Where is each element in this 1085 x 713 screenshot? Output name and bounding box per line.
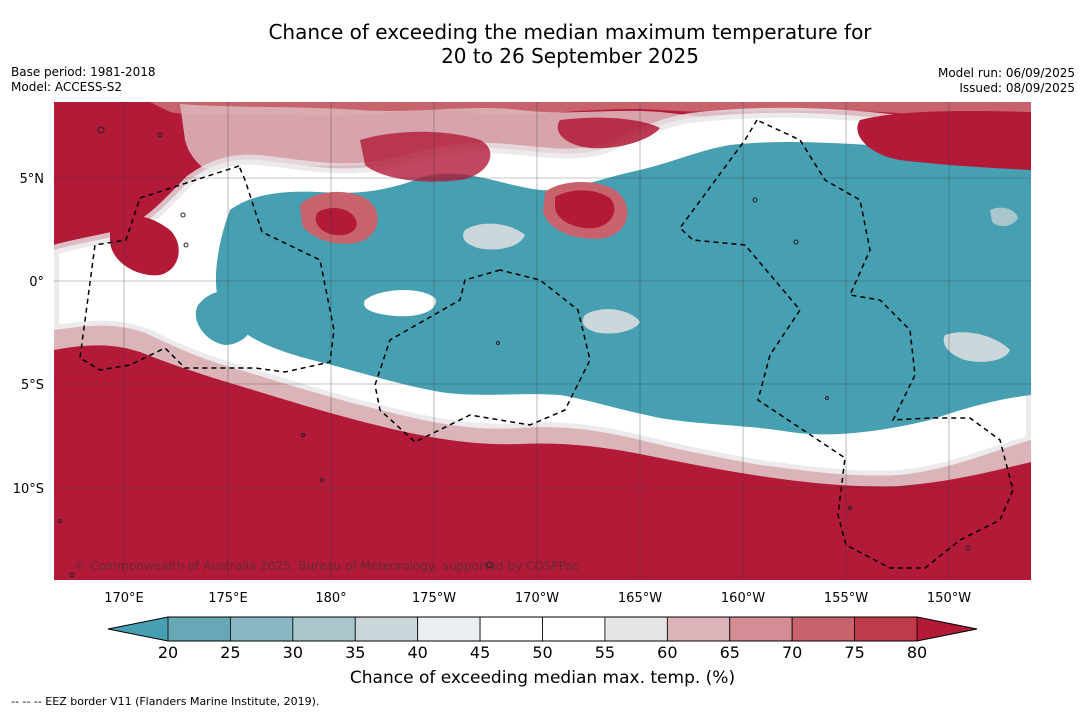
colorbar-outline	[107, 616, 978, 642]
light-patch-3	[582, 309, 640, 334]
lon-label-170w: 170°W	[515, 591, 559, 606]
light-patch-5	[990, 207, 1018, 227]
meta-right: Model run: 06/09/2025 Issued: 08/09/2025	[938, 66, 1075, 96]
coastline-dots	[58, 126, 971, 578]
meta-left: Base period: 1981-2018 Model: ACCESS-S2	[11, 65, 156, 95]
colorbar-tick-label: 60	[657, 643, 678, 662]
issued-date: Issued: 08/09/2025	[959, 81, 1075, 95]
graticule	[54, 102, 1031, 580]
colorbar-under-arrow	[108, 617, 168, 641]
colorbar-tick-label: 55	[594, 643, 616, 662]
lon-label-155w: 155°W	[824, 591, 868, 606]
lon-label-170e: 170°E	[104, 591, 144, 606]
colorbar-segment	[417, 616, 481, 642]
warm-core-180	[315, 208, 357, 236]
warm-blob-north-2	[557, 117, 660, 149]
colorbar-tick-label: 70	[781, 643, 803, 662]
colorbar-segment	[354, 616, 419, 642]
warm-blob-north-3	[857, 110, 1031, 170]
lat-label-0: 0°	[29, 275, 44, 290]
map-panel	[54, 102, 1031, 580]
lon-label-150w: 150°W	[927, 591, 971, 606]
lon-label-175e: 175°E	[208, 591, 248, 606]
colorbar-tick-label: 65	[719, 643, 740, 662]
warm-blob-north-1	[360, 131, 491, 182]
colorbar-tick-label: 30	[282, 643, 304, 662]
colorbar-segment	[604, 616, 668, 642]
colorbar	[107, 616, 978, 642]
colorbar-tick-label: 40	[407, 643, 428, 662]
lon-label-160w: 160°W	[721, 591, 765, 606]
colorbar-title: Chance of exceeding median max. temp. (%…	[349, 668, 736, 688]
colorbar-tick-label: 25	[220, 643, 241, 662]
model-name: Model: ACCESS-S2	[11, 80, 123, 94]
lon-label-165w: 165°W	[618, 591, 662, 606]
light-patch-2	[463, 223, 525, 250]
light-patch-1	[364, 289, 436, 317]
lon-label-180: 180°	[315, 591, 346, 606]
pink-band-south	[54, 325, 1031, 487]
cool-lobe-west	[195, 290, 256, 345]
lat-label-10s: 10°S	[13, 482, 44, 497]
colorbar-segment	[479, 616, 543, 642]
latitude-labels: 5°N 0° 5°S 10°S	[13, 172, 44, 497]
lat-label-5s: 5°S	[21, 378, 44, 393]
colorbar-segment	[292, 616, 356, 642]
light-patch-4	[943, 332, 1010, 362]
warm-band-north	[54, 102, 1031, 120]
base-period: Base period: 1981-2018	[11, 65, 156, 79]
warm-blob-172e	[110, 215, 179, 276]
longitude-labels: 170°E 175°E 180° 175°W 170°W 165°W 160°W…	[104, 591, 971, 606]
colorbar-segment	[729, 616, 793, 642]
copyright-notice: © Commonwealth of Australia 2025, Bureau…	[74, 559, 580, 573]
map-title: Chance of exceeding the median maximum t…	[0, 20, 1085, 68]
eez-borders	[79, 119, 1014, 569]
colorbar-tick-label: 20	[157, 643, 179, 662]
colorbar-segment	[230, 616, 294, 642]
lon-label-175w: 175°W	[412, 591, 456, 606]
colorbar-segment	[854, 616, 918, 642]
colorbar-tick-label: 35	[345, 643, 366, 662]
colorbar-segment	[666, 616, 731, 642]
colorbar-segment	[791, 616, 855, 642]
cool-region	[215, 141, 1031, 435]
model-run: Model run: 06/09/2025	[937, 66, 1075, 80]
title-line-1: Chance of exceeding the median maximum t…	[268, 20, 872, 44]
warm-core-168w	[555, 190, 615, 229]
colorbar-tick-label: 45	[469, 643, 491, 662]
colorbar-tick-label: 80	[906, 643, 928, 662]
eez-footnote: -- -- -- EEZ border V11 (Flanders Marine…	[11, 695, 320, 708]
colorbar-tick-label: 50	[532, 643, 553, 662]
colorbar-over-arrow	[917, 617, 977, 641]
lat-label-5n: 5°N	[20, 172, 45, 187]
title-line-2: 20 to 26 September 2025	[441, 44, 699, 68]
colorbar-tick-label: 75	[844, 643, 865, 662]
colorbar-segment	[542, 616, 606, 642]
colorbar-segment	[167, 616, 231, 642]
